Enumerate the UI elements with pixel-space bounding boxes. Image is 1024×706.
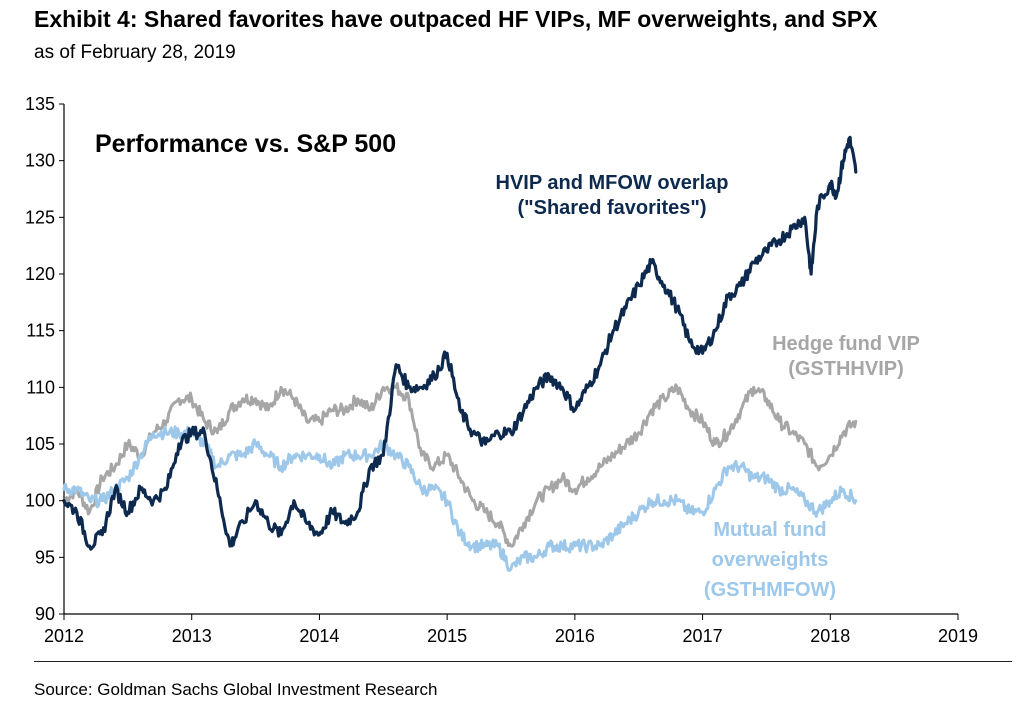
annotation-mutual: Mutual fund [713,519,826,541]
series-annotations: HVIP and MFOW overlap ("Shared favorites"… [496,172,920,601]
x-tick-label: 2013 [172,626,212,646]
y-tick-label: 125 [25,207,55,227]
exhibit-subtitle: as of February 28, 2019 [34,42,236,63]
annotation-hedge: Hedge fund VIP [772,333,920,355]
y-tick-label: 130 [25,151,55,171]
x-tick-label: 2018 [810,626,850,646]
footer-rule [34,661,1012,662]
series-lines [62,135,858,572]
y-tick-label: 105 [25,434,55,454]
y-tick-label: 120 [25,264,55,284]
y-tick-label: 135 [25,94,55,114]
series-line-hedge [62,382,858,548]
x-tick-label: 2019 [938,626,978,646]
x-tick-label: 2014 [299,626,339,646]
y-tick-label: 90 [35,604,55,624]
x-tick-label: 2015 [427,626,467,646]
y-tick-label: 110 [26,377,55,397]
series-line-shared [62,135,858,551]
y-tick-label: 95 [35,547,55,567]
y-tick-label: 115 [26,321,55,341]
annotation-hedge: (GSTHHVIP) [788,358,904,380]
x-tick-label: 2017 [683,626,723,646]
x-tick-label: 2016 [555,626,595,646]
plot-frame [63,104,958,615]
exhibit-title: Exhibit 4: Shared favorites have outpace… [34,6,878,32]
source-note: Source: Goldman Sachs Global Investment … [34,680,438,699]
x-tick-label: 2012 [44,626,84,646]
y-tick-label: 100 [25,491,55,511]
annotation-mutual: overweights [712,549,829,571]
annotation-shared: HVIP and MFOW overlap [496,172,729,194]
chart-title: Performance vs. S&P 500 [95,130,396,158]
annotation-mutual: (GSTHMFOW) [704,579,836,601]
annotation-shared: ("Shared favorites") [517,197,706,219]
